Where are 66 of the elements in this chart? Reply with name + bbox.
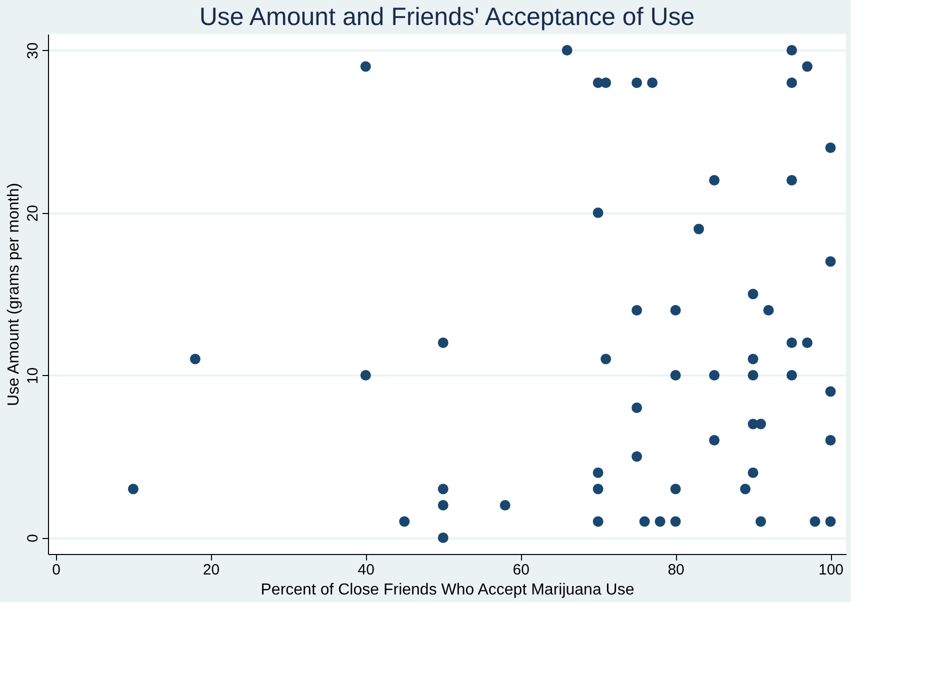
point [786, 370, 798, 380]
point [748, 354, 758, 364]
point [190, 354, 200, 364]
point [802, 338, 813, 348]
point [360, 61, 371, 72]
point [438, 500, 448, 510]
point [748, 468, 758, 478]
point [756, 418, 766, 430]
point [748, 370, 758, 380]
point [740, 484, 751, 494]
point [360, 370, 371, 380]
point [600, 78, 612, 88]
point [600, 354, 612, 364]
point [709, 370, 720, 380]
chart-title: Use Amount and Friends' Acceptance of Use [199, 3, 695, 31]
x-axis-title: Percent of Close Friends Who Accept Marijuana Use [260, 582, 634, 598]
point [670, 370, 681, 380]
point [810, 516, 820, 527]
point [438, 338, 448, 348]
point [786, 45, 798, 56]
y-tick-label: 20 [24, 204, 42, 222]
point [756, 516, 766, 527]
point [802, 61, 813, 72]
point [786, 338, 798, 348]
point [562, 45, 572, 56]
point [128, 484, 138, 494]
point [632, 451, 642, 462]
point [763, 305, 774, 316]
point [632, 78, 642, 88]
point [670, 305, 681, 316]
point [786, 78, 798, 88]
y-tick-label: 30 [24, 42, 42, 60]
point [592, 484, 604, 494]
point [399, 516, 410, 527]
y-tick-label: 10 [24, 367, 42, 384]
x-tick-label: 60 [512, 562, 530, 578]
point [438, 484, 448, 494]
point [592, 468, 604, 478]
y-axis-title: Use Amount (grams per month) [6, 182, 22, 406]
point [709, 175, 720, 186]
point [825, 142, 836, 153]
x-tick-label: 100 [818, 562, 844, 578]
point [654, 516, 666, 527]
point [825, 256, 836, 267]
point [786, 175, 798, 186]
point [825, 386, 836, 397]
point [709, 435, 720, 446]
point [592, 516, 604, 527]
point [825, 435, 836, 446]
point [632, 402, 642, 413]
x-tick-label: 80 [668, 562, 684, 578]
point [825, 516, 836, 527]
point [639, 516, 650, 527]
point [592, 208, 604, 218]
x-tick-label: 40 [358, 562, 374, 578]
point [670, 484, 681, 494]
point [500, 500, 510, 510]
point [632, 305, 642, 316]
point [438, 532, 448, 543]
x-tick-label: 0 [52, 562, 60, 578]
x-tick-label: 20 [202, 562, 220, 578]
y-tick-label: 0 [24, 534, 42, 542]
point [694, 224, 704, 234]
point [647, 78, 658, 88]
point [748, 288, 758, 300]
point [670, 516, 681, 527]
